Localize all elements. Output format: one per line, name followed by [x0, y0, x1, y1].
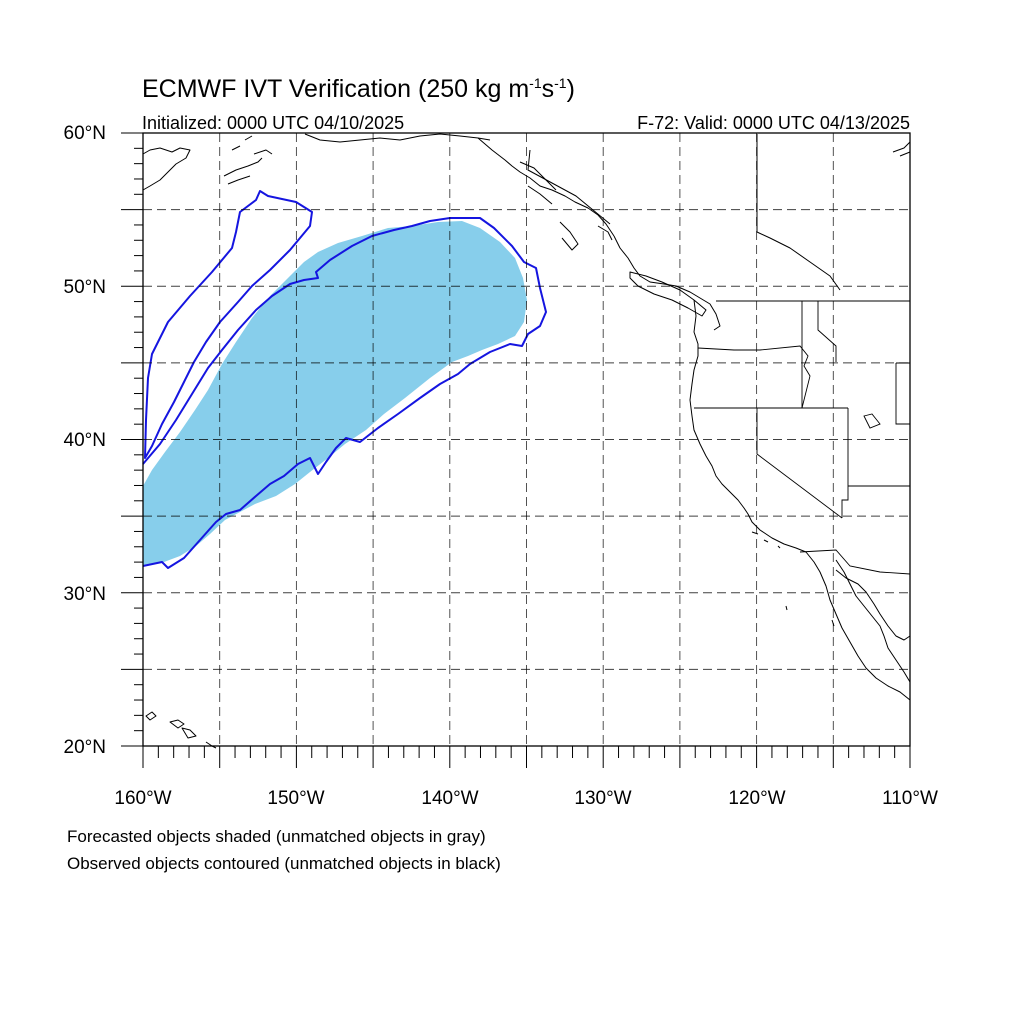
lat-label-60n: 60°N [64, 123, 106, 144]
init-time-label: Initialized: 0000 UTC 04/10/2025 [142, 113, 404, 133]
lat-label-40n: 40°N [64, 430, 106, 451]
bc-coastline [613, 235, 721, 331]
lon-label-160w: 160°W [114, 788, 171, 809]
observed-ivt-contour-outer [144, 190, 313, 459]
forecast-legend-note: Forecasted objects shaded (unmatched obj… [67, 827, 486, 846]
map-title: ECMWF IVT Verification (250 kg m-1s-1) [142, 75, 575, 103]
lon-label-120w: 120°W [728, 788, 785, 809]
state-borders [694, 300, 911, 575]
vancouver-island [629, 271, 707, 317]
channel-islands [751, 531, 835, 627]
graticule [143, 133, 910, 746]
us-west-coastline [689, 299, 911, 701]
alaska-coastline-east [304, 133, 615, 237]
lat-axis-labels: 60°N 50°N 40°N 30°N 20°N [64, 123, 106, 758]
lon-label-130w: 130°W [574, 788, 631, 809]
observed-ivt-contour-main [142, 217, 547, 569]
panhandle-islands [519, 161, 613, 251]
axis-ticks [121, 132, 911, 768]
forecast-ivt-object [143, 221, 527, 566]
canada-border-lines [477, 134, 841, 291]
hawaii-islands [145, 711, 217, 749]
lat-label-50n: 50°N [64, 277, 106, 298]
baja-peninsula [835, 559, 911, 683]
hudson-region-coast [892, 141, 911, 157]
alaska-coastline [142, 147, 191, 191]
lon-label-140w: 140°W [421, 788, 478, 809]
valid-time-label: F-72: Valid: 0000 UTC 04/13/2025 [637, 113, 910, 133]
observed-legend-note: Observed objects contoured (unmatched ob… [67, 854, 501, 873]
lat-label-30n: 30°N [64, 584, 106, 605]
lon-label-110w: 110°W [882, 788, 938, 809]
lon-axis-labels: 160°W 150°W 140°W 130°W 120°W 110°W [114, 788, 938, 809]
alaska-islands [223, 135, 273, 185]
coastlines [142, 133, 911, 749]
lon-label-150w: 150°W [267, 788, 324, 809]
lat-label-20n: 20°N [64, 737, 106, 758]
